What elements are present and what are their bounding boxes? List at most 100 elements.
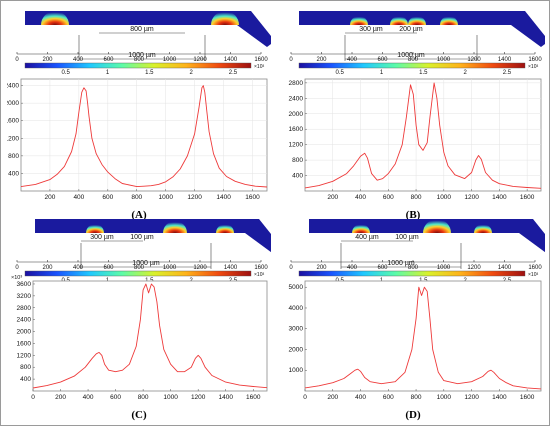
dimension-lower: 1000 µm	[132, 260, 160, 267]
geometry-axis-tick-label: 0	[289, 265, 293, 271]
dimension-upper-right: 100 µm	[395, 234, 419, 241]
plot-frame	[304, 280, 542, 392]
colorbar	[24, 270, 252, 277]
plot-frame	[32, 280, 268, 392]
panel-c: 1000 µm 300 µm 100 µm 0 200 400 600 800 1000 1200…	[7, 215, 271, 421]
y-tick-label: 1000	[289, 367, 304, 374]
y-tick-label: 3000	[289, 326, 304, 333]
x-tick-label: 0	[31, 394, 35, 401]
geometry-axis-tick-label: 400	[347, 265, 358, 271]
dimension-upper-right: 200 µm	[399, 26, 423, 33]
x-tick-label: 1600	[520, 194, 535, 201]
x-tick-label: 0	[303, 394, 307, 401]
dimension-upper-right: 100 µm	[130, 234, 154, 241]
dimension-upper-left: 400 µm	[355, 234, 379, 241]
panel-c-graphic: 1000 µm 300 µm 100 µm 0 200 400 600 800 1000 1200…	[11, 219, 271, 401]
geometry-axis-tick-label: 1000	[437, 265, 451, 271]
x-tick-label: 600	[102, 194, 113, 201]
field-hotspot	[163, 221, 187, 233]
geometry-axis-tick-label: 800	[408, 57, 419, 63]
colorbar-multiplier: ×10³	[528, 64, 538, 70]
geometry-axis-tick-label: 1600	[528, 57, 542, 63]
x-tick-label: 1200	[464, 394, 479, 401]
x-tick-label: 1000	[158, 194, 173, 201]
x-tick-label: 400	[355, 394, 366, 401]
x-tick-label: 1400	[492, 194, 507, 201]
dimension-upper-left: 300 µm	[90, 234, 114, 241]
panel-c-label: (C)	[131, 409, 147, 421]
geometry-axis-tick-label: 600	[377, 265, 388, 271]
geometry-axis-tick-label: 1000	[163, 57, 177, 63]
colorbar-tick-label: 1	[106, 70, 110, 76]
x-tick-label: 600	[110, 394, 121, 401]
geometry-axis-tick-label: 1600	[254, 57, 268, 63]
x-tick-label: 1400	[492, 394, 507, 401]
geometry-axis-tick-label: 1400	[224, 57, 238, 63]
geometry-axis-tick-label: 1400	[224, 265, 238, 271]
geometry-axis-tick-label: 200	[42, 57, 53, 63]
y-tick-label: 800	[292, 157, 303, 164]
x-tick-label: 200	[327, 194, 338, 201]
x-tick-label: 1200	[191, 394, 206, 401]
y-tick-label: 3200	[17, 293, 32, 300]
y-tick-label: 1200	[289, 142, 304, 149]
y-tick-label: 1600	[17, 340, 32, 347]
panel-b-label: (B)	[405, 209, 421, 221]
x-tick-label: 1400	[216, 194, 231, 201]
x-tick-label: 1600	[520, 394, 535, 401]
x-tick-label: 200	[327, 394, 338, 401]
panel-a-label: (A)	[131, 209, 147, 221]
geometry-axis-tick-label: 600	[103, 265, 114, 271]
y-tick-label: 2000	[289, 346, 304, 353]
y-tick-label: 2000	[289, 111, 304, 118]
colorbar-tick-label: 0.5	[336, 70, 345, 76]
geometry-axis-tick-label: 0	[289, 57, 293, 63]
geometry-axis-tick-label: 1600	[528, 265, 542, 271]
geometry-axis-tick-label: 400	[347, 57, 358, 63]
x-tick-label: 1600	[245, 194, 260, 201]
y-tick-label: 1200	[17, 352, 32, 359]
colorbar-tick-label: 0.5	[62, 70, 71, 76]
field-hotspot	[350, 16, 368, 25]
x-tick-label: 1000	[163, 394, 178, 401]
y-tick-label: 2400	[17, 317, 32, 324]
x-tick-label: 1200	[187, 194, 202, 201]
x-tick-label: 1600	[246, 394, 261, 401]
series-line	[304, 286, 542, 390]
y-tick-label: 2800	[289, 80, 304, 87]
x-tick-label: 200	[45, 194, 56, 201]
x-tick-label: 1400	[218, 394, 233, 401]
dimension-annotations: 1000 µm 300 µm 200 µm	[344, 26, 478, 61]
waveguide-bend	[519, 219, 545, 253]
geometry-axis-tick-label: 800	[134, 265, 145, 271]
geometry-axis-tick-label: 200	[316, 265, 327, 271]
dimension-lower: 1000 µm	[128, 52, 156, 59]
field-hotspot	[41, 11, 69, 25]
x-tick-label: 600	[383, 194, 394, 201]
dimension-annotations: 1000 µm 300 µm 100 µm	[80, 234, 212, 269]
waveguide-bend	[237, 11, 271, 47]
y-tick-label: 800	[20, 364, 31, 371]
plot-frame	[304, 78, 542, 192]
y-tick-label: 2400	[289, 95, 304, 102]
x-tick-label: 1200	[464, 194, 479, 201]
y-tick-label: 400	[20, 376, 31, 383]
series-line	[304, 82, 542, 189]
panel-d-label: (D)	[405, 409, 421, 421]
x-tick-label: 400	[83, 394, 94, 401]
x-tick-label: 200	[55, 394, 66, 401]
y-tick-label: 400	[292, 173, 303, 180]
waveguide-channel	[35, 219, 245, 233]
y-tick-label: 400	[8, 170, 19, 177]
geometry-axis-tick-label: 1400	[498, 265, 512, 271]
colorbar-multiplier: ×10³	[254, 272, 264, 278]
colorbar-tick-label: 2	[463, 70, 467, 76]
y-axis-multiplier: ×10³	[11, 275, 22, 281]
colorbar	[24, 62, 252, 69]
colorbar	[298, 270, 526, 277]
dimension-upper: 800 µm	[130, 26, 154, 33]
geometry-axis-tick-label: 400	[73, 57, 84, 63]
colorbar-tick-label: 2.5	[503, 70, 512, 76]
